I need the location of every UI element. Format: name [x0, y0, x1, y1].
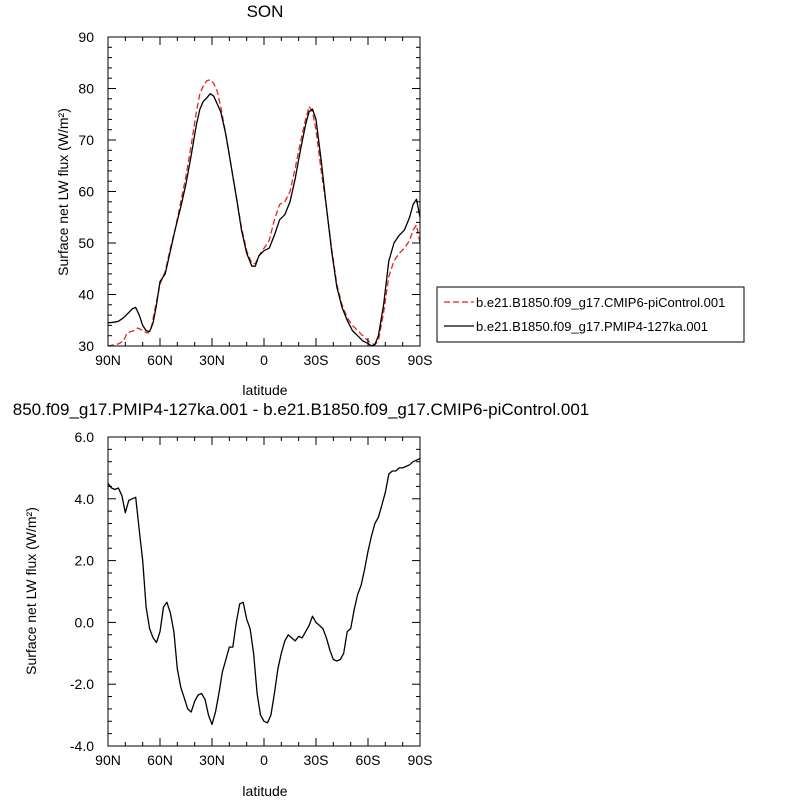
y-tick-label: 6.0: [75, 429, 95, 445]
x-tick-label: 90N: [95, 752, 121, 768]
y-axis-title: Surface net LW flux (W/m²): [23, 507, 39, 675]
series-layer: [107, 458, 421, 726]
legend: b.e21.B1850.f09_g17.CMIP6-piControl.001 …: [436, 286, 745, 343]
x-tick-label: 90S: [408, 352, 433, 368]
y-tick-label: -4.0: [70, 738, 94, 754]
series-line-2: [107, 93, 421, 347]
x-tick-label: 90S: [408, 752, 433, 768]
y-tick-label: 70: [78, 132, 94, 148]
y-axis: -4.0 -2.0 0.0 2.0 4.0 6.0: [70, 429, 420, 754]
series-layer: [107, 79, 421, 347]
x-tick-label: 30S: [304, 352, 329, 368]
x-tick-label: 60N: [147, 752, 173, 768]
y-axis-title: Surface net LW flux (W/m²): [55, 108, 71, 276]
y-tick-label: -2.0: [70, 676, 94, 692]
plot-frame: [107, 436, 421, 747]
climatology-panel: SON 90N 60N 30N 0 30S 60S 90S 30 40 50 60 70 80 90 l…: [55, 2, 745, 398]
x-tick-label: 30S: [304, 752, 329, 768]
y-tick-label: 4.0: [75, 491, 95, 507]
y-tick-label: 90: [78, 29, 94, 45]
x-tick-label: 60N: [147, 352, 173, 368]
x-tick-label: 30N: [199, 352, 225, 368]
x-tick-label: 90N: [95, 352, 121, 368]
y-axis: 30 40 50 60 70 80 90: [78, 29, 420, 354]
panel-title: 850.f09_g17.PMIP4-127ka.001 - b.e21.B185…: [13, 400, 590, 419]
panel-title: SON: [247, 2, 284, 21]
legend-label-cmip6: b.e21.B1850.f09_g17.CMIP6-piControl.001: [476, 295, 725, 310]
y-tick-label: 40: [78, 287, 94, 303]
y-tick-label: 30: [78, 338, 94, 354]
x-axis-title: latitude: [242, 783, 287, 799]
x-axis: 90N 60N 30N 0 30S 60S 90S: [95, 437, 432, 768]
series-line-1: [107, 79, 421, 347]
x-axis: 90N 60N 30N 0 30S 60S 90S: [95, 37, 432, 368]
y-tick-label: 0.0: [75, 614, 95, 630]
difference-panel: 850.f09_g17.PMIP4-127ka.001 - b.e21.B185…: [13, 400, 590, 799]
y-tick-label: 60: [78, 184, 94, 200]
x-tick-label: 60S: [356, 352, 381, 368]
plot-frame: [107, 36, 421, 347]
x-tick-label: 30N: [199, 752, 225, 768]
legend-label-pmip4: b.e21.B1850.f09_g17.PMIP4-127ka.001: [476, 319, 708, 334]
y-tick-label: 2.0: [75, 553, 95, 569]
series-line-1: [107, 458, 421, 726]
x-tick-label: 0: [260, 352, 268, 368]
legend-box: [436, 286, 745, 343]
x-tick-label: 60S: [356, 752, 381, 768]
y-tick-label: 50: [78, 235, 94, 251]
y-tick-label: 80: [78, 81, 94, 97]
x-tick-label: 0: [260, 752, 268, 768]
x-axis-title: latitude: [242, 382, 287, 398]
